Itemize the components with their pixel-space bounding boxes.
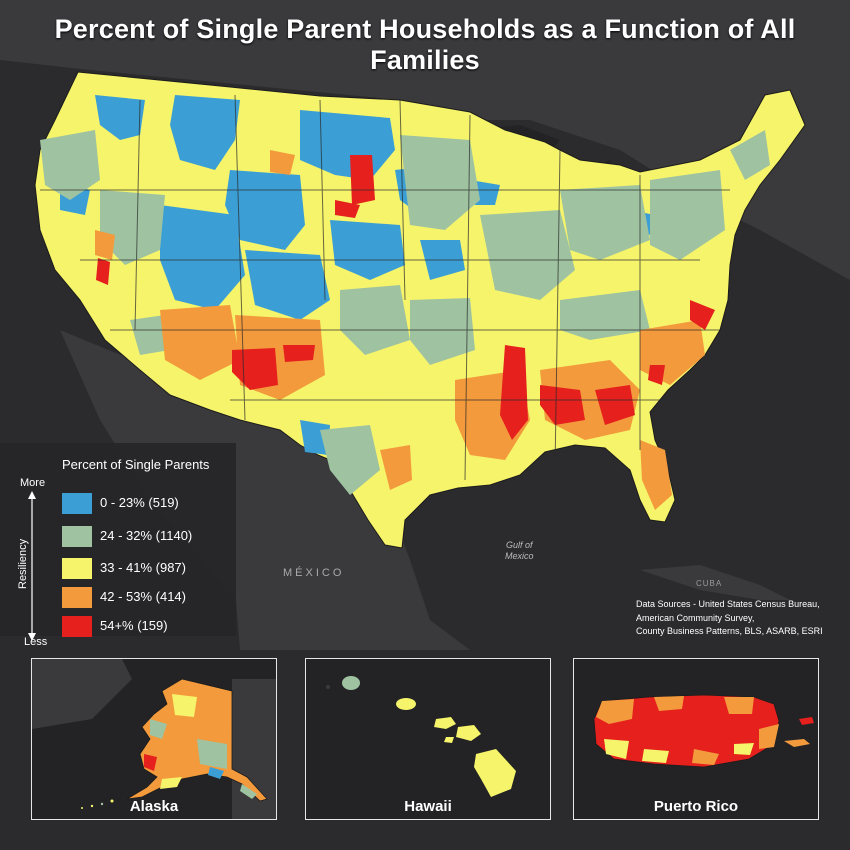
alaska-map [32, 659, 276, 819]
resiliency-less-label: Less [24, 636, 48, 648]
legend-item: 33 - 41% (987) [62, 558, 232, 580]
legend-swatch [62, 558, 92, 579]
alaska-shape [126, 678, 268, 802]
maui-islands [434, 717, 481, 743]
gulf-of-mexico-label: Gulf of Mexico [505, 540, 534, 562]
red-regions [96, 155, 715, 440]
gulf-label-line-2: Mexico [505, 551, 534, 561]
legend-item-label: 24 - 32% (1140) [100, 528, 193, 543]
inset-alaska-label: Alaska [129, 798, 179, 815]
resiliency-more-label: More [20, 477, 46, 489]
data-sources: Data Sources - United States Census Bure… [636, 598, 823, 639]
legend-swatch [62, 616, 92, 637]
source-line: Data Sources - United States Census Bure… [636, 599, 820, 609]
inset-hawaii-label: Hawaii [404, 798, 452, 815]
inset-hawaii: Hawaii [305, 658, 551, 820]
mexico-landmass [60, 330, 470, 650]
legend-title: Percent of Single Parents [62, 457, 210, 472]
resiliency-arrow-icon [28, 491, 36, 641]
legend-item: 0 - 23% (519) [62, 493, 232, 515]
legend-item: 42 - 53% (414) [62, 587, 232, 609]
inset-puerto-rico-label: Puerto Rico [653, 798, 739, 815]
vieques-island [784, 739, 810, 747]
legend-item-label: 54+% (159) [100, 618, 168, 633]
legend-item: 54+% (159) [62, 616, 232, 638]
inset-alaska: Alaska [31, 658, 277, 820]
legend-item-label: 0 - 23% (519) [100, 495, 179, 510]
mexico-label: MÉXICO [283, 567, 345, 579]
legend-panel: Percent of Single Parents More Resilienc… [0, 443, 236, 648]
cuba-label: CUBA [696, 579, 723, 588]
hawaii-map [326, 676, 516, 797]
legend-item: 24 - 32% (1140) [62, 526, 232, 548]
cuba-landmass [640, 565, 790, 600]
canada-landmass [0, 0, 850, 280]
source-line: American Community Survey, [636, 612, 755, 623]
legend-swatch [62, 526, 92, 547]
state-borders [40, 94, 730, 481]
legend-item-label: 42 - 53% (414) [100, 589, 186, 604]
culebra-island [799, 717, 814, 725]
legend-swatch [62, 493, 92, 514]
legend-swatch [62, 587, 92, 608]
inset-puerto-rico: Puerto Rico [573, 658, 819, 820]
green-regions [40, 130, 770, 495]
kauai-island [342, 676, 360, 690]
gulf-label-line-1: Gulf of [506, 540, 533, 550]
source-line: County Business Patterns, BLS, ASARB, ES… [636, 626, 823, 636]
puerto-rico-map [593, 694, 814, 768]
resiliency-axis-label: Resiliency [17, 538, 29, 589]
big-island [474, 749, 516, 797]
oahu-island [396, 698, 416, 710]
legend-item-label: 33 - 41% (987) [100, 560, 186, 575]
page-title: Percent of Single Parent Households as a… [54, 14, 796, 75]
